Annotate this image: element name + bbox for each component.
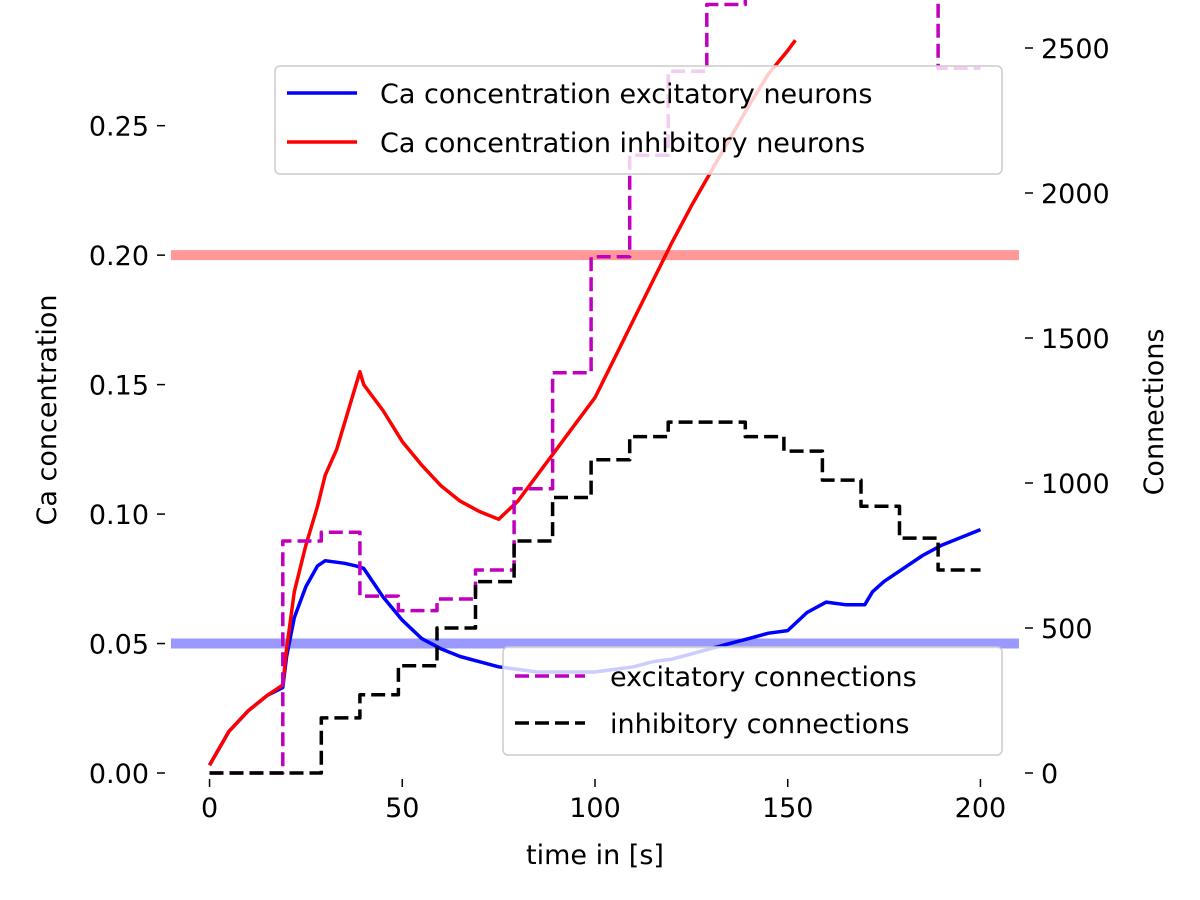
x-tick-label: 0: [201, 793, 218, 824]
left-y-axis-ticks: 0.00 0.05 0.10 0.15 0.20 0.25: [89, 112, 165, 790]
y-tick-label: 0.10: [89, 500, 149, 531]
y-tick-label: 0.05: [89, 630, 149, 661]
legend-top-frame: [274, 65, 1003, 175]
legend-label-excitatory-connections: excitatory connections: [610, 662, 917, 693]
y2-tick-label: 1000: [1041, 469, 1110, 500]
x-tick-label: 200: [955, 793, 1007, 824]
y2-tick-label: 1500: [1041, 324, 1110, 355]
series-line-inhibitory-connections: [209, 420, 981, 775]
x-tick-label: 150: [762, 793, 814, 824]
target-lines: [171, 250, 1019, 649]
series-line-excitatory-connections: [209, 0, 981, 775]
y2-tick-label: 500: [1041, 614, 1093, 645]
y2-tick-label: 0: [1041, 759, 1058, 790]
x-tick-label: 50: [385, 793, 419, 824]
y-tick-label: 0.00: [89, 759, 149, 790]
x-axis-ticks: 0 50 100 150 200: [201, 779, 1006, 824]
y2-tick-label: 2000: [1041, 179, 1110, 210]
x-tick-label: 100: [569, 793, 621, 824]
y2-tick-label: 2500: [1041, 34, 1110, 65]
x-axis-label: time in [s]: [526, 840, 664, 871]
legend-top: Ca concentration excitatory neurons Ca c…: [274, 65, 1003, 175]
y-tick-label: 0.20: [89, 241, 149, 272]
legend-bottom: excitatory connections inhibitory connec…: [502, 646, 1003, 756]
right-y-axis-ticks: 0 500 1000 1500 2000 2500: [1025, 34, 1110, 790]
y-tick-label: 0.25: [89, 112, 149, 143]
series-line-ca-concentration-inhibitory-neurons: [207, 39, 797, 767]
y-tick-label: 0.15: [89, 371, 149, 402]
legend-bottom-frame: [502, 646, 1003, 756]
legend-label-excitatory-ca: Ca concentration excitatory neurons: [380, 79, 873, 110]
right-y-axis-label: Connections: [1139, 329, 1170, 496]
legend-label-inhibitory-ca: Ca concentration inhibitory neurons: [380, 128, 865, 159]
left-y-axis-label: Ca concentration: [32, 295, 63, 526]
legend-label-inhibitory-connections: inhibitory connections: [610, 709, 909, 740]
